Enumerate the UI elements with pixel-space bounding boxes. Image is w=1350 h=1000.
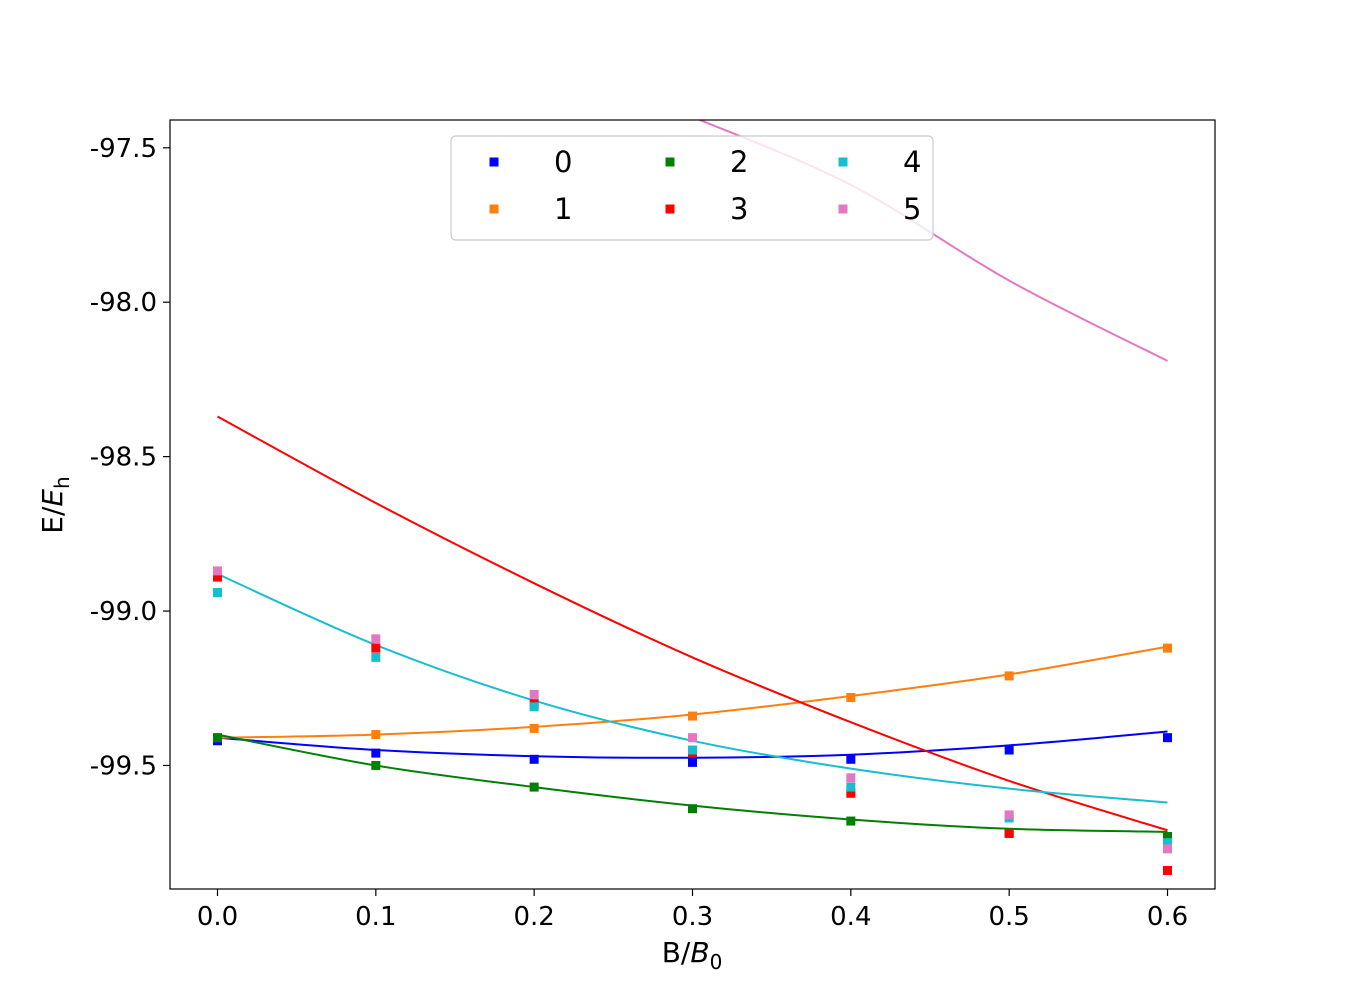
data-point-series-1 xyxy=(1004,671,1014,681)
x-tick-label: 0.5 xyxy=(988,902,1029,932)
data-point-series-3 xyxy=(371,643,381,653)
data-point-series-1 xyxy=(846,693,856,703)
data-point-series-3 xyxy=(1004,828,1014,838)
data-point-series-4 xyxy=(1163,838,1172,848)
x-tick-label: 0.2 xyxy=(513,902,554,932)
x-tick-label: 0.1 xyxy=(355,902,396,932)
data-point-series-5 xyxy=(1004,810,1014,820)
x-tick-label: 0.0 xyxy=(197,902,238,932)
data-point-series-3 xyxy=(1163,865,1172,875)
x-tick-label: 0.3 xyxy=(672,902,713,932)
data-point-series-1 xyxy=(371,730,381,740)
y-axis-label: E/Eh xyxy=(36,476,74,534)
fit-curve-3 xyxy=(217,415,1168,832)
data-point-series-4 xyxy=(688,745,697,755)
data-point-series-2 xyxy=(371,760,381,770)
data-point-series-4 xyxy=(371,652,381,662)
data-point-series-0 xyxy=(688,757,697,767)
data-point-series-1 xyxy=(1163,643,1172,653)
fit-curve-1 xyxy=(217,645,1168,739)
data-point-series-5 xyxy=(846,773,856,783)
legend-label-1: 1 xyxy=(554,192,572,226)
data-point-series-5 xyxy=(371,634,381,644)
legend-marker-1 xyxy=(489,204,499,214)
legend-label-3: 3 xyxy=(730,192,748,226)
data-point-series-4 xyxy=(213,588,222,598)
y-tick-label: -98.5 xyxy=(90,443,157,473)
data-point-series-2 xyxy=(213,733,222,743)
data-point-series-5 xyxy=(529,689,539,699)
legend-marker-0 xyxy=(489,157,499,167)
data-point-series-0 xyxy=(371,748,381,758)
data-point-series-1 xyxy=(529,723,539,733)
data-point-series-2 xyxy=(529,782,539,792)
x-axis-label: B/B0 xyxy=(662,936,723,974)
y-axis: -97.5 -98.0 -98.5 -99.0 -99.5 xyxy=(90,134,170,781)
data-point-series-4 xyxy=(529,702,539,712)
y-tick-label: -99.5 xyxy=(90,751,157,781)
data-point-series-5 xyxy=(1163,844,1172,854)
data-point-series-0 xyxy=(529,754,539,764)
legend-label-0: 0 xyxy=(554,145,572,179)
y-tick-label: -98.0 xyxy=(90,288,157,318)
x-tick-label: 0.6 xyxy=(1147,902,1188,932)
legend-label-2: 2 xyxy=(730,145,748,179)
legend-marker-5 xyxy=(838,204,848,214)
fit-curve-4 xyxy=(217,573,1168,804)
data-point-series-2 xyxy=(688,804,697,814)
data-point-series-2 xyxy=(1163,831,1172,841)
x-tick-label: 0.4 xyxy=(830,902,871,932)
data-point-series-5 xyxy=(213,566,222,576)
legend-marker-3 xyxy=(665,204,675,214)
legend-label-5: 5 xyxy=(903,192,921,226)
data-point-series-2 xyxy=(846,816,856,826)
data-point-series-3 xyxy=(846,788,856,798)
legend-marker-2 xyxy=(665,157,675,167)
legend-box xyxy=(450,135,934,241)
data-point-series-0 xyxy=(1163,733,1172,743)
legend-marker-4 xyxy=(838,157,848,167)
data-point-series-0 xyxy=(846,754,856,764)
data-point-series-4 xyxy=(846,782,856,792)
data-markers xyxy=(213,566,1172,875)
y-tick-label: -97.5 xyxy=(90,134,157,164)
legend-label-4: 4 xyxy=(903,145,921,179)
data-point-series-3 xyxy=(213,572,222,582)
x-axis: 0.0 0.1 0.2 0.3 0.4 0.5 0.6 xyxy=(197,889,1188,932)
y-tick-label: -99.0 xyxy=(90,597,157,627)
data-point-series-0 xyxy=(1004,745,1014,755)
data-point-series-1 xyxy=(688,711,697,721)
legend: 0 1 2 3 4 5 xyxy=(450,135,934,241)
data-point-series-5 xyxy=(688,733,697,743)
